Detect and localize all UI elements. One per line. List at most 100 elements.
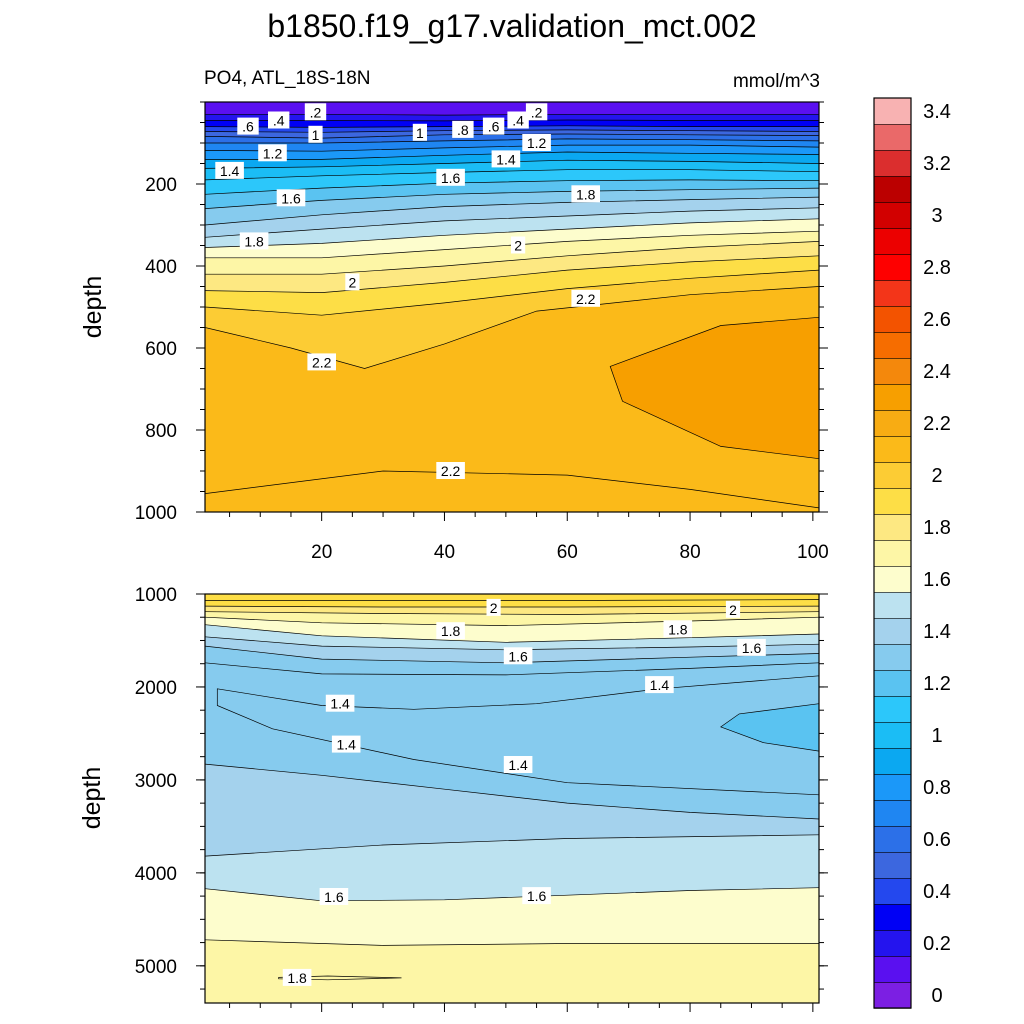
- contour-label: .8: [452, 120, 474, 138]
- contour-label: .2: [525, 103, 548, 121]
- contour-label-text: 1.6: [441, 170, 461, 186]
- contour-label: 2.2: [571, 289, 600, 307]
- contour-label-text: .6: [488, 119, 500, 135]
- isoline: [205, 887, 819, 902]
- contour-band: [205, 594, 819, 601]
- colorbar-segment: [873, 305, 912, 333]
- contour-label-box: [571, 289, 600, 307]
- contour-label-text: .2: [531, 104, 543, 120]
- contour-label: 2: [725, 600, 741, 618]
- contour-label: 2: [511, 236, 526, 254]
- colorbar-segment: [873, 331, 912, 359]
- contour-label-text: 1.6: [324, 889, 344, 905]
- contour-label-box: [571, 185, 600, 203]
- figure-title: b1850.f19_g17.validation_mct.002: [267, 8, 756, 44]
- contour-label-text: 1.4: [496, 151, 516, 167]
- contour-label-box: [319, 888, 349, 905]
- lower-axis-ticks: 1000 2000 3000 4000 5000: [135, 585, 828, 1012]
- colorbar-segment: [873, 825, 912, 853]
- contour-label-text: .4: [512, 113, 524, 129]
- isoline: [205, 144, 819, 152]
- lower-plot-frame: [204, 593, 820, 1004]
- colorbar-label: 1.8: [923, 517, 951, 539]
- isoline: [205, 470, 819, 509]
- contour-label: 1.6: [276, 189, 306, 207]
- isoline: [205, 179, 819, 195]
- upper-axis-ticks: 20 40 60 80 100 200 400 600 800 1000: [135, 101, 829, 563]
- contour-label-box: [331, 735, 361, 753]
- colorbar-label: 3: [931, 205, 942, 227]
- y-tick-label: 800: [145, 421, 177, 442]
- y-tick-label: 4000: [135, 864, 177, 885]
- contour-label-box: [522, 887, 551, 905]
- contour-label-text: 1.6: [742, 640, 762, 656]
- isoline: [205, 763, 819, 820]
- isoline: [205, 599, 819, 601]
- contour-label: 1.8: [436, 622, 465, 640]
- colorbar-segment: [873, 747, 912, 775]
- isoline: [205, 133, 819, 139]
- colorbar-segment: [873, 435, 912, 463]
- contour-label-text: 2.2: [312, 354, 332, 370]
- closed-isoline: [216, 675, 819, 796]
- contour-label: 2.2: [307, 353, 336, 371]
- colorbar-label: 0: [931, 985, 942, 1007]
- colorbar-segment: [873, 851, 912, 879]
- contour-label-box: [482, 117, 505, 135]
- isoline: [205, 196, 819, 226]
- contour-label: 1.6: [436, 168, 465, 186]
- contour-label: 1.6: [522, 887, 551, 905]
- contour-label: .6: [482, 117, 505, 135]
- contour-label-box: [725, 600, 741, 618]
- contour-label: .6: [237, 117, 259, 135]
- contour-label-box: [239, 232, 269, 250]
- contour-label: 1.4: [491, 150, 521, 168]
- colorbar-label: 1.4: [923, 621, 951, 643]
- contour-label-box: [436, 462, 465, 479]
- colorbar-segment: [873, 279, 912, 307]
- contour-label-box: [307, 353, 336, 371]
- colorbar-segment: [873, 955, 912, 983]
- colorbar-segment: [873, 565, 912, 593]
- isoline: [205, 241, 819, 275]
- isoline: [205, 605, 819, 608]
- contour-label-box: [276, 189, 306, 207]
- isoline: [205, 939, 819, 946]
- contour-label-text: .4: [273, 113, 285, 129]
- contour-label-text: 1.6: [527, 888, 547, 904]
- isoline: [205, 286, 819, 369]
- contour-label: 2.2: [436, 462, 465, 479]
- colorbar-label: 0.4: [923, 881, 951, 903]
- units-label: mmol/m^3: [733, 71, 820, 92]
- upper-y-axis-title: depth: [79, 276, 107, 339]
- colorbar-label: 2.6: [923, 309, 951, 331]
- colorbar-segment: [873, 617, 912, 645]
- contour-label-box: [282, 968, 312, 986]
- contour-label-text: 2: [349, 274, 357, 290]
- y-tick-label: 2000: [135, 678, 177, 699]
- y-tick-label: 1000: [135, 503, 177, 524]
- contour-label-text: 1.6: [281, 190, 301, 206]
- colorbar-segment: [873, 357, 912, 385]
- colorbar-segment: [873, 123, 912, 151]
- contour-label: 1.6: [737, 638, 766, 656]
- x-tick-label: 60: [557, 542, 578, 563]
- variable-label: PO4, ATL_18S-18N: [204, 68, 371, 89]
- contour-label-box: [645, 676, 674, 694]
- y-tick-label: 1000: [135, 585, 177, 606]
- contour-label-text: 1.4: [508, 757, 528, 773]
- colorbar-segment: [873, 773, 912, 801]
- contour-label-text: .2: [310, 104, 322, 120]
- contour-label-box: [503, 647, 533, 665]
- contour-label-text: 2: [729, 602, 737, 618]
- contour-label-box: [258, 144, 287, 162]
- colorbar-label: 2: [931, 465, 942, 487]
- upper-contour-fill: [205, 102, 819, 512]
- contour-label-text: 1.8: [244, 233, 264, 249]
- contour-label: 1.8: [663, 620, 693, 638]
- lower-contour-labels: 2 2 1.8 1.8 1.6 1.6 1.4 1.4 1.4 1.4 1.6 1.6 1.8: [282, 598, 766, 986]
- colorbar-label: 1: [931, 725, 942, 747]
- contour-label-box: [436, 622, 465, 640]
- contour-label-text: 2.2: [576, 291, 596, 307]
- contour-label-text: .6: [242, 119, 254, 135]
